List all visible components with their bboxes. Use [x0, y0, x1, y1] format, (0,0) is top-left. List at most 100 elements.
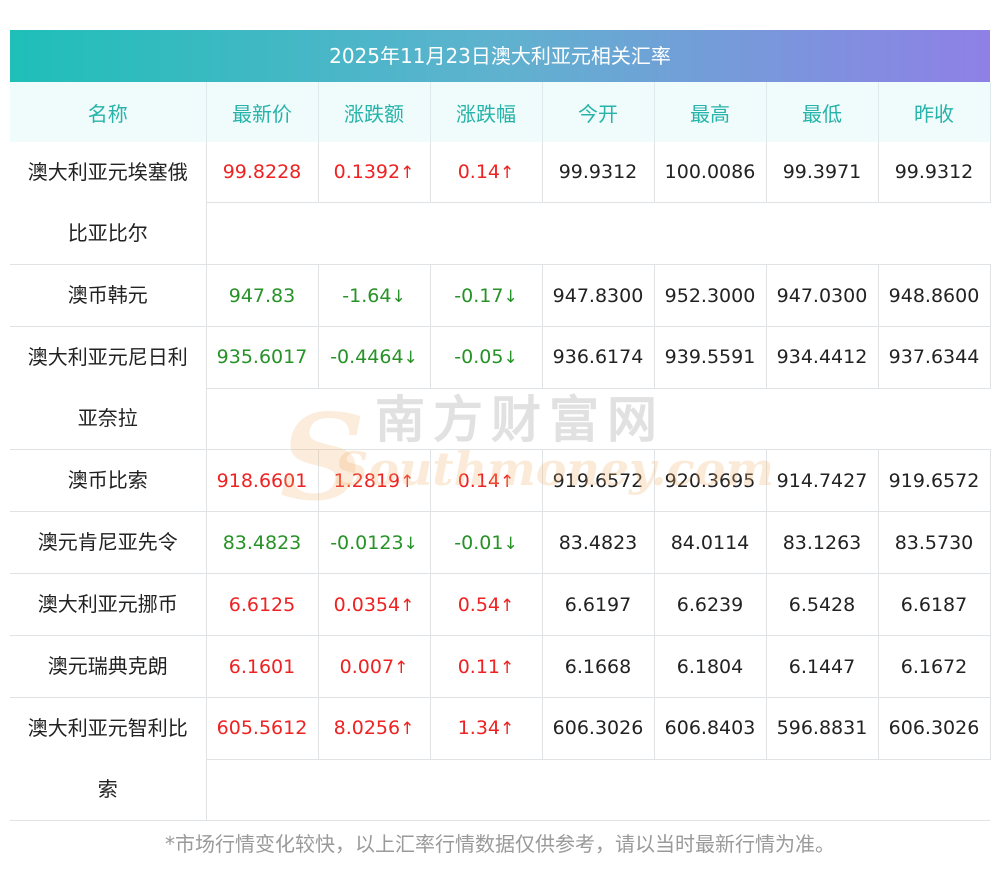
- high-cell: 100.0086: [654, 142, 767, 204]
- rate-table-panel: 2025年11月23日澳大利亚元相关汇率 名称 最新价 涨跌额 涨跌幅 今开 最…: [10, 30, 991, 821]
- open-cell-value: 6.6197: [564, 593, 632, 616]
- arrow-up-icon: ↑: [400, 595, 415, 616]
- high-cell: 606.8403: [654, 697, 767, 760]
- currency-pair-name: 澳元瑞典克朗: [10, 635, 207, 698]
- currency-pair-name: 澳币比索: [10, 449, 207, 512]
- header-high: 最高: [654, 82, 767, 142]
- prev-close-cell: 919.6572: [878, 449, 991, 512]
- prev-close-cell: 6.6187: [878, 573, 991, 636]
- table-row: 澳大利亚元智利比索 605.5612 8.0256↑ 1.34↑ 606.3026 606…: [10, 697, 991, 821]
- low-cell-value: 934.4412: [776, 346, 868, 369]
- change-pct-cell: 0.11↑: [430, 635, 543, 698]
- prev-close-cell-value: 6.6187: [900, 593, 968, 616]
- open-cell-value: 947.8300: [552, 284, 644, 307]
- header-prev: 昨收: [878, 82, 991, 142]
- high-cell-value: 84.0114: [670, 531, 750, 554]
- arrow-up-icon: ↑: [394, 657, 409, 678]
- change-pct-cell: -0.05↓: [430, 326, 543, 389]
- header-change: 涨跌额: [318, 82, 431, 142]
- high-cell: 952.3000: [654, 264, 767, 327]
- arrow-up-icon: ↑: [400, 471, 415, 492]
- header-latest: 最新价: [206, 82, 319, 142]
- high-cell-value: 939.5591: [664, 346, 756, 369]
- change-pct-cell: -0.01↓: [430, 511, 543, 574]
- name-line-1: 澳大利亚元埃塞俄: [27, 160, 188, 184]
- low-cell: 6.1447: [766, 635, 879, 698]
- low-cell-value: 596.8831: [776, 717, 868, 740]
- table-title: 2025年11月23日澳大利亚元相关汇率: [10, 30, 990, 82]
- arrow-up-icon: ↑: [500, 471, 515, 492]
- low-cell: 83.1263: [766, 511, 879, 574]
- change-pct-cell: 1.34↑: [430, 697, 543, 760]
- prev-close-cell-value: 937.6344: [888, 346, 980, 369]
- change-cell-value: 1.2819: [333, 469, 401, 492]
- change-cell-value: -1.64: [342, 284, 392, 307]
- high-cell-value: 920.3695: [664, 469, 756, 492]
- name-line-2: 索: [97, 777, 118, 801]
- change-pct-cell-value: -0.01: [454, 531, 504, 554]
- latest-price-cell-value: 6.1601: [228, 655, 296, 678]
- latest-price-cell-value: 918.6601: [216, 469, 308, 492]
- arrow-down-icon: ↓: [403, 348, 418, 369]
- change-pct-cell-value: 0.14: [457, 161, 501, 184]
- arrow-up-icon: ↑: [500, 163, 515, 184]
- open-cell: 6.6197: [542, 573, 655, 636]
- footnote: *市场行情变化较快，以上汇率行情数据仅供参考，请以当时最新行情为准。: [165, 832, 835, 856]
- high-cell-value: 606.8403: [664, 717, 756, 740]
- empty-cell: [206, 388, 990, 450]
- high-cell-value: 6.6239: [676, 593, 744, 616]
- low-cell-value: 947.0300: [776, 284, 868, 307]
- arrow-down-icon: ↓: [391, 286, 406, 307]
- table-row: 澳元瑞典克朗 6.1601 0.007↑ 0.11↑ 6.1668 6.1804 6.144…: [10, 635, 991, 698]
- empty-cell: [206, 759, 990, 821]
- change-cell: 0.0354↑: [318, 573, 431, 636]
- open-cell-value: 99.9312: [558, 161, 638, 184]
- table-row: 澳大利亚元埃塞俄 比亚比尔 99.8228 0.1392↑ 0.14↑ 99.9312 10…: [10, 142, 991, 265]
- prev-close-cell-value: 6.1672: [900, 655, 968, 678]
- currency-pair-name: 澳大利亚元挪币: [10, 573, 207, 636]
- change-pct-cell-value: 0.11: [457, 655, 501, 678]
- open-cell: 606.3026: [542, 697, 655, 760]
- prev-close-cell: 6.1672: [878, 635, 991, 698]
- prev-close-cell: 937.6344: [878, 326, 991, 389]
- change-cell: 1.2819↑: [318, 449, 431, 512]
- low-cell: 99.3971: [766, 142, 879, 204]
- prev-close-cell: 83.5730: [878, 511, 991, 574]
- latest-price-cell-value: 6.6125: [228, 593, 296, 616]
- prev-close-cell-value: 83.5730: [894, 531, 974, 554]
- low-cell-value: 914.7427: [776, 469, 868, 492]
- currency-pair-name: 澳大利亚元智利比索: [10, 697, 207, 821]
- latest-price-cell-value: 605.5612: [216, 717, 308, 740]
- open-cell-value: 606.3026: [552, 717, 644, 740]
- open-cell-value: 919.6572: [552, 469, 644, 492]
- high-cell: 6.6239: [654, 573, 767, 636]
- low-cell: 934.4412: [766, 326, 879, 389]
- low-cell-value: 6.5428: [788, 593, 856, 616]
- name-line-2: 比亚比尔: [67, 221, 148, 245]
- high-cell-value: 6.1804: [676, 655, 744, 678]
- open-cell: 919.6572: [542, 449, 655, 512]
- arrow-down-icon: ↓: [403, 533, 418, 554]
- currency-pair-name: 澳元肯尼亚先令: [10, 511, 207, 574]
- arrow-down-icon: ↓: [503, 348, 518, 369]
- high-cell: 84.0114: [654, 511, 767, 574]
- open-cell: 947.8300: [542, 264, 655, 327]
- low-cell: 914.7427: [766, 449, 879, 512]
- change-pct-cell: 0.14↑: [430, 449, 543, 512]
- low-cell: 6.5428: [766, 573, 879, 636]
- header-name: 名称: [10, 82, 207, 142]
- table-row-continuation: [10, 759, 990, 821]
- latest-price-cell: 83.4823: [206, 511, 319, 574]
- header-row: 名称 最新价 涨跌额 涨跌幅 今开 最高 最低 昨收: [10, 82, 991, 142]
- latest-price-cell: 605.5612: [206, 697, 319, 760]
- prev-close-cell: 948.8600: [878, 264, 991, 327]
- change-cell: -1.64↓: [318, 264, 431, 327]
- change-cell: 0.1392↑: [318, 142, 431, 204]
- prev-close-cell-value: 948.8600: [888, 284, 980, 307]
- change-cell: -0.4464↓: [318, 326, 431, 389]
- low-cell-value: 6.1447: [788, 655, 856, 678]
- empty-cell: [206, 202, 990, 265]
- open-cell-value: 6.1668: [564, 655, 632, 678]
- open-cell: 83.4823: [542, 511, 655, 574]
- table-row: 澳币韩元 947.83 -1.64↓ -0.17↓ 947.8300 952.3000 94…: [10, 264, 991, 327]
